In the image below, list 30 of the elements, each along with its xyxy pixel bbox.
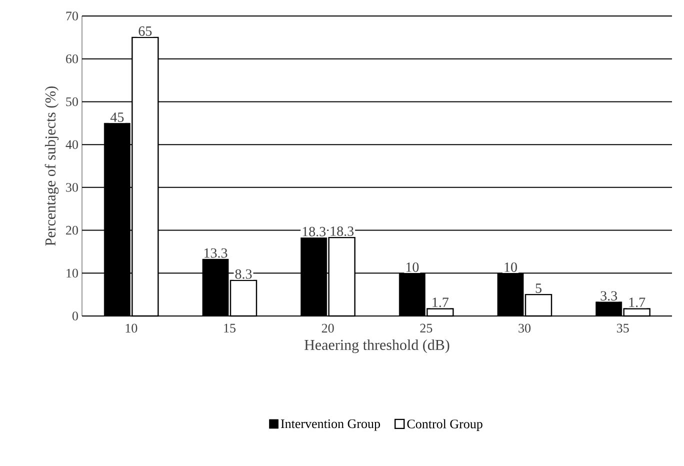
data-label: 1.7: [629, 298, 646, 308]
legend-label: Control Group: [407, 419, 482, 431]
y-tick-label: 10: [66, 268, 78, 278]
y-tick-label: 60: [66, 54, 78, 64]
data-label: 3.3: [600, 291, 618, 301]
data-label: 18.3: [302, 226, 326, 236]
data-label: 10: [504, 262, 517, 272]
y-tick-label: 20: [66, 226, 78, 235]
legend-label: Intervention Group: [280, 419, 380, 431]
y-tick-label: 50: [66, 97, 78, 106]
x-tick-label: 20: [322, 324, 334, 333]
y-tick-label: 40: [66, 140, 78, 149]
data-label: 10: [406, 262, 419, 272]
x-tick-label: 15: [224, 324, 236, 333]
data-label: 45: [110, 112, 124, 122]
data-label: 1.7: [432, 298, 449, 308]
data-label: 8.3: [235, 269, 252, 279]
data-label: 65: [138, 26, 152, 36]
x-tick-label: 30: [518, 324, 531, 333]
x-tick-label: 25: [420, 324, 432, 333]
data-label: 13.3: [204, 248, 228, 258]
y-tick-label: 0: [72, 312, 78, 320]
data-label: 18.3: [330, 226, 354, 236]
data-label: 5: [536, 284, 542, 293]
x-tick-label: 10: [126, 324, 138, 333]
y-tick-label: 70: [66, 12, 78, 20]
x-tick-label: 35: [616, 324, 629, 333]
x-axis-title: Heaering threshold (dB): [304, 339, 450, 354]
y-tick-label: 30: [66, 183, 78, 192]
y-axis-title: Percentage of subjects (%): [44, 86, 59, 246]
